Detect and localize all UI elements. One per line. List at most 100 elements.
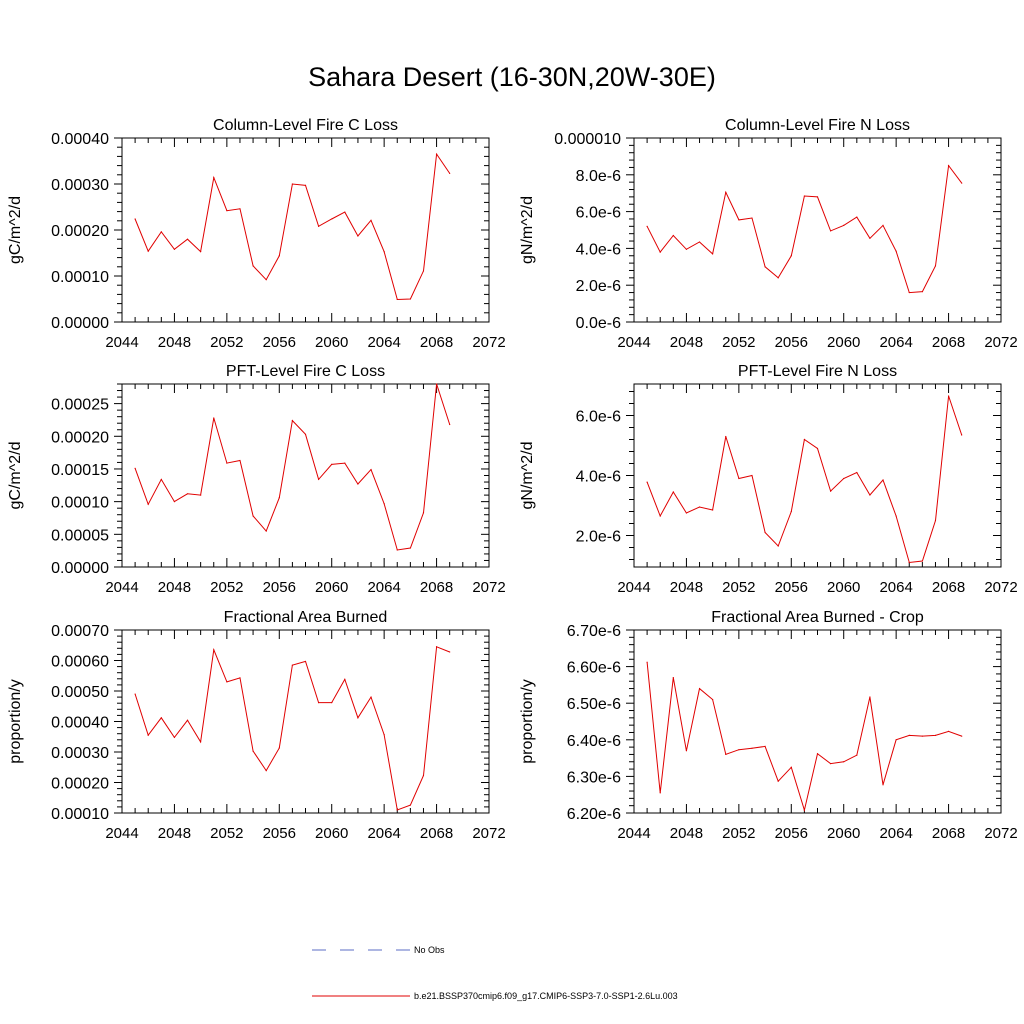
y-tick-label: 6.60e-6 — [567, 660, 621, 677]
chart-panel: 2044 2048 2052 2056 2060 2064 2068 2072 6.20e-6 6… — [519, 609, 1018, 842]
y-tick-label: 0.00010 — [51, 269, 109, 286]
data-point — [685, 512, 688, 514]
chart-panel: 2044 2048 2052 2056 2060 2064 2068 2072 0.0e-6 2.… — [519, 117, 1018, 351]
data-point — [226, 210, 228, 212]
data-point — [698, 687, 701, 690]
y-tick-label: 0.00000 — [51, 560, 109, 577]
data-point — [331, 218, 333, 220]
data-point — [357, 235, 359, 237]
y-tick-label: 0.00040 — [51, 131, 109, 148]
panel-title: Fractional Area Burned — [224, 609, 388, 626]
x-tick-label: 2052 — [722, 334, 755, 351]
data-point — [370, 219, 372, 221]
y-tick-label: 0.00015 — [51, 462, 109, 479]
data-point — [882, 224, 884, 226]
chart-panel: 2044 2048 2052 2056 2060 2064 2068 2072 2.0e-6 4.… — [519, 363, 1018, 596]
data-point — [278, 497, 280, 499]
x-tick-label: 2064 — [367, 334, 400, 351]
x-tick-label: 2052 — [210, 579, 243, 596]
data-point — [698, 506, 701, 508]
x-tick-label: 2052 — [210, 825, 243, 842]
data-point — [725, 435, 727, 438]
data-point — [304, 433, 307, 435]
data-point — [213, 176, 215, 179]
x-tick-label: 2060 — [827, 825, 860, 842]
panel-title: Column-Level Fire N Loss — [725, 117, 910, 134]
x-tick-label: 2068 — [420, 825, 453, 842]
y-tick-label: 0.00050 — [51, 684, 109, 701]
y-tick-label: 6.0e-6 — [576, 409, 621, 426]
x-tick-label: 2044 — [617, 825, 650, 842]
x-tick-label: 2052 — [210, 334, 243, 351]
x-tick-label: 2064 — [367, 579, 400, 596]
data-point — [291, 664, 293, 666]
data-point — [790, 766, 792, 768]
data-point — [830, 490, 832, 492]
x-tick-label: 2068 — [932, 334, 965, 351]
data-point — [160, 717, 162, 719]
y-tick-label: 6.30e-6 — [567, 769, 621, 786]
data-point — [147, 734, 149, 736]
data-point — [961, 182, 963, 184]
x-tick-label: 2048 — [670, 825, 703, 842]
data-point — [738, 219, 740, 221]
x-tick-label: 2056 — [775, 579, 808, 596]
data-point — [357, 483, 359, 485]
data-point — [908, 291, 910, 294]
data-point — [278, 255, 280, 257]
data-point — [252, 265, 254, 267]
data-point — [226, 681, 228, 683]
data-point — [304, 184, 307, 186]
data-point — [961, 434, 963, 436]
y-tick-label: 0.00070 — [51, 623, 109, 640]
y-tick-label: 6.0e-6 — [576, 205, 621, 222]
y-tick-label: 2.0e-6 — [576, 278, 621, 295]
data-point — [882, 784, 884, 786]
data-point — [751, 217, 753, 219]
x-tick-label: 2064 — [879, 825, 912, 842]
y-tick-label: 6.40e-6 — [567, 733, 621, 750]
data-point — [685, 750, 688, 752]
x-tick-label: 2044 — [105, 334, 138, 351]
x-tick-label: 2044 — [105, 579, 138, 596]
data-point — [147, 503, 149, 505]
data-point — [252, 515, 254, 517]
y-tick-label: 4.0e-6 — [576, 469, 621, 486]
data-point — [344, 211, 346, 213]
data-point — [698, 241, 701, 243]
data-point — [370, 696, 372, 698]
y-axis-label: gC/m^2/d — [7, 196, 24, 264]
legend: No Obs b.e21.BSSP370cmip6.f09_g17.CMIP6-… — [312, 945, 678, 1001]
data-point — [239, 208, 241, 210]
x-tick-label: 2072 — [472, 825, 505, 842]
y-tick-label: 0.000010 — [554, 131, 621, 148]
panel-title: Column-Level Fire C Loss — [213, 117, 398, 134]
data-point — [685, 248, 688, 250]
data-point — [934, 519, 937, 522]
data-point — [396, 549, 398, 551]
data-point — [383, 503, 385, 505]
data-point — [921, 291, 923, 293]
data-point — [738, 749, 740, 751]
data-point — [921, 735, 923, 737]
plot-frame — [633, 137, 1002, 323]
legend-label-model: b.e21.BSSP370cmip6.f09_g17.CMIP6-SSP3-7.… — [414, 991, 678, 1001]
data-point — [869, 696, 871, 698]
data-point — [318, 701, 320, 704]
y-tick-label: 0.0e-6 — [576, 315, 621, 332]
data-point — [422, 270, 425, 272]
data-point — [712, 698, 714, 701]
data-point — [173, 248, 176, 250]
y-tick-label: 2.0e-6 — [576, 529, 621, 546]
panel-title: PFT-Level Fire N Loss — [738, 363, 897, 380]
data-point — [764, 745, 766, 747]
series-line — [134, 383, 451, 551]
x-tick-label: 2048 — [158, 334, 191, 351]
y-tick-label: 6.70e-6 — [567, 623, 621, 640]
y-tick-label: 0.00005 — [51, 527, 109, 544]
data-point — [291, 420, 293, 422]
y-tick-label: 0.00000 — [51, 315, 109, 332]
y-tick-label: 6.50e-6 — [567, 696, 621, 713]
data-point — [344, 462, 346, 464]
data-point — [646, 225, 648, 227]
